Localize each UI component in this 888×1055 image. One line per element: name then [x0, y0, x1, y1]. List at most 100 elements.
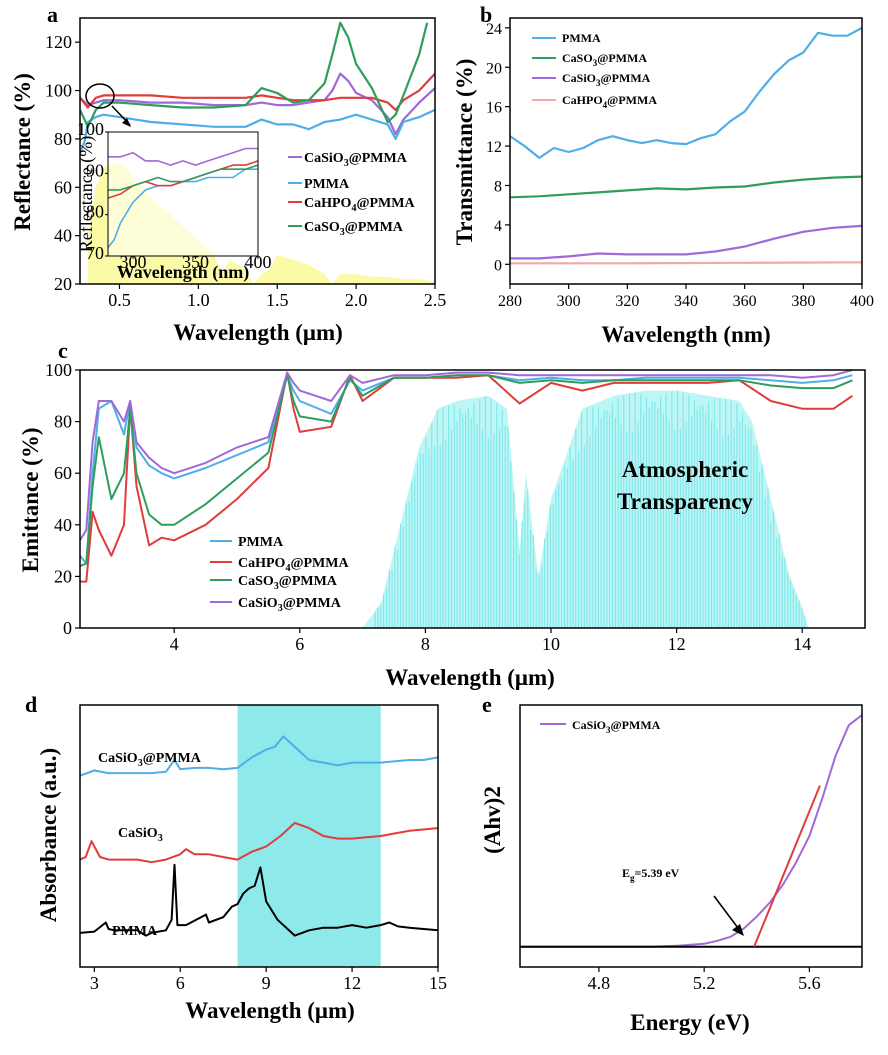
e-x-tick-label: 4.8	[588, 973, 611, 993]
b-y-tick-label: 0	[494, 257, 502, 274]
inset-series-CaSiO3@PMMA	[108, 147, 258, 166]
b-x-tick-label: 320	[615, 293, 639, 310]
a-x-tick-label: 2.0	[345, 290, 368, 310]
inset-ylabel: Reflectance (%)	[76, 136, 97, 252]
b-legend-label: PMMA	[562, 31, 601, 45]
b-y-tick-label: 20	[486, 60, 502, 77]
d-x-tick-label: 3	[90, 973, 99, 993]
inset-y-tick-label: 100	[77, 119, 104, 139]
d-label-casio3: CaSiO3	[118, 826, 163, 844]
e-x-tick-label: 5.2	[693, 973, 716, 993]
a-y-tick-label: 20	[54, 274, 72, 294]
b-y-tick-label: 4	[494, 218, 502, 235]
series-PMMA	[510, 26, 862, 159]
atmospheric-window-lines	[374, 390, 806, 628]
b-y-tick-label: 8	[494, 178, 502, 195]
c-y-tick-label: 80	[54, 412, 72, 432]
a-y-tick-label: 100	[45, 81, 72, 101]
b-legend-label: CaHPO4@PMMA	[562, 93, 657, 110]
d-ylabel: Absorbance (a.u.)	[36, 748, 61, 922]
inset-x-tick-label: 300	[120, 252, 147, 272]
c-y-tick-label: 20	[54, 566, 72, 586]
plot-frame	[79, 17, 436, 285]
zoom-arrow-head	[122, 118, 131, 127]
c-ylabel: Emittance (%)	[18, 428, 43, 573]
b-x-tick-label: 400	[850, 293, 874, 310]
panel-c-emittance: 4 6 8 10 12 14 0 20 40 60 80 100 Wavelength (μm) Emit…	[18, 338, 866, 690]
c-x-tick-label: 10	[542, 634, 560, 654]
c-annotation-line1: Atmospheric	[622, 457, 748, 482]
a-y-tick-label: 120	[45, 32, 72, 52]
c-xlabel: Wavelength (μm)	[385, 665, 555, 690]
series-CaHPO4@PMMA	[510, 261, 862, 265]
series-CaSiO3@PMMA	[80, 735, 438, 777]
c-legend-label: PMMA	[238, 535, 284, 550]
zoom-circle	[85, 83, 115, 109]
e-x-tick-label: 5.6	[798, 973, 821, 993]
d-x-tick-label: 15	[429, 973, 447, 993]
c-x-tick-label: 14	[793, 634, 811, 654]
panel-label-d: d	[25, 692, 37, 717]
series-CaSiO3@PMMA	[520, 714, 862, 948]
b-xlabel: Wavelength (nm)	[601, 322, 770, 347]
c-y-tick-label: 40	[54, 515, 72, 535]
plot-frame	[79, 704, 439, 968]
a-legend-label: CaHPO4@PMMA	[304, 196, 415, 214]
a-y-tick-label: 60	[54, 177, 72, 197]
panel-b-transmittance: 280 300 320 340 360 380 400 0 4 8 12 16 20 24 Waveleng…	[452, 2, 874, 347]
b-x-tick-label: 360	[733, 293, 757, 310]
inset-xlabel: Wavelength (nm)	[117, 262, 250, 283]
series-PMMA	[80, 863, 438, 937]
e-arrow-head	[732, 924, 744, 936]
a-legend-label: CaSO3@PMMA	[304, 220, 404, 238]
plot-frame	[107, 131, 259, 257]
panel-label-b: b	[480, 2, 492, 27]
b-x-tick-label: 340	[674, 293, 698, 310]
b-x-tick-label: 300	[557, 293, 581, 310]
b-ylabel: Transmittance (%)	[452, 59, 477, 246]
inset-bg	[108, 132, 258, 256]
e-legend-label: CaSiO3@PMMA	[572, 718, 661, 735]
plot-frame	[519, 704, 863, 968]
panel-label-e: e	[482, 692, 492, 717]
a-xlabel: Wavelength (μm)	[173, 320, 343, 345]
panel-e-bandgap: 4.8 5.2 5.6 Energy (eV) (Ahv)2 e CaSiO3@PMMA Eg…	[480, 692, 863, 1035]
a-y-tick-label: 40	[54, 226, 72, 246]
panel-a-reflectance: 0.5 1.0 1.5 2.0 2.520406080100120Wavelength …	[10, 2, 446, 345]
a-ylabel: Reflectance (%)	[10, 73, 35, 231]
c-legend-label: CaHPO4@PMMA	[238, 556, 349, 574]
d-label-pmma: PMMA	[112, 924, 158, 939]
e-arrow-line	[713, 895, 739, 929]
panel-d-absorbance: 3 6 9 12 15 Wavelength (μm) Absorbance (a.u.) d…	[25, 692, 447, 1023]
c-y-tick-label: 60	[54, 463, 72, 483]
c-x-tick-label: 8	[421, 634, 430, 654]
c-annotation-line2: Transparency	[617, 489, 753, 514]
e-ylabel: (Ahv)2	[480, 786, 505, 854]
a-x-tick-label: 1.5	[266, 290, 289, 310]
a-x-tick-label: 1.0	[187, 290, 210, 310]
b-y-tick-label: 24	[486, 21, 502, 38]
a-legend-label: PMMA	[304, 177, 350, 192]
series-CaSiO3@PMMA	[80, 370, 853, 541]
b-y-tick-label: 12	[486, 139, 502, 156]
c-legend-label: CaSiO3@PMMA	[238, 596, 342, 614]
c-y-tick-label: 100	[45, 360, 72, 380]
panel-label-a: a	[47, 2, 58, 27]
series-CaSiO3	[80, 821, 438, 864]
c-x-tick-label: 4	[170, 634, 179, 654]
a-y-tick-label: 80	[54, 129, 72, 149]
inset-x-tick-label: 350	[182, 252, 209, 272]
b-legend-label: CaSO3@PMMA	[562, 51, 647, 68]
d-x-tick-label: 9	[262, 973, 271, 993]
c-legend-label: CaSO3@PMMA	[238, 574, 338, 592]
inset-x-tick-label: 400	[245, 252, 272, 272]
d-highlight-band	[237, 705, 381, 967]
d-xlabel: Wavelength (μm)	[185, 998, 355, 1023]
inset-series-CaSO3@PMMA	[108, 164, 258, 191]
plot-frame	[79, 369, 866, 629]
a-legend-label: CaSiO3@PMMA	[304, 151, 408, 169]
series-CaSO3@PMMA	[80, 21, 429, 128]
series-CaSiO3@PMMA	[510, 224, 862, 260]
series-CaSO3@PMMA	[510, 175, 862, 199]
